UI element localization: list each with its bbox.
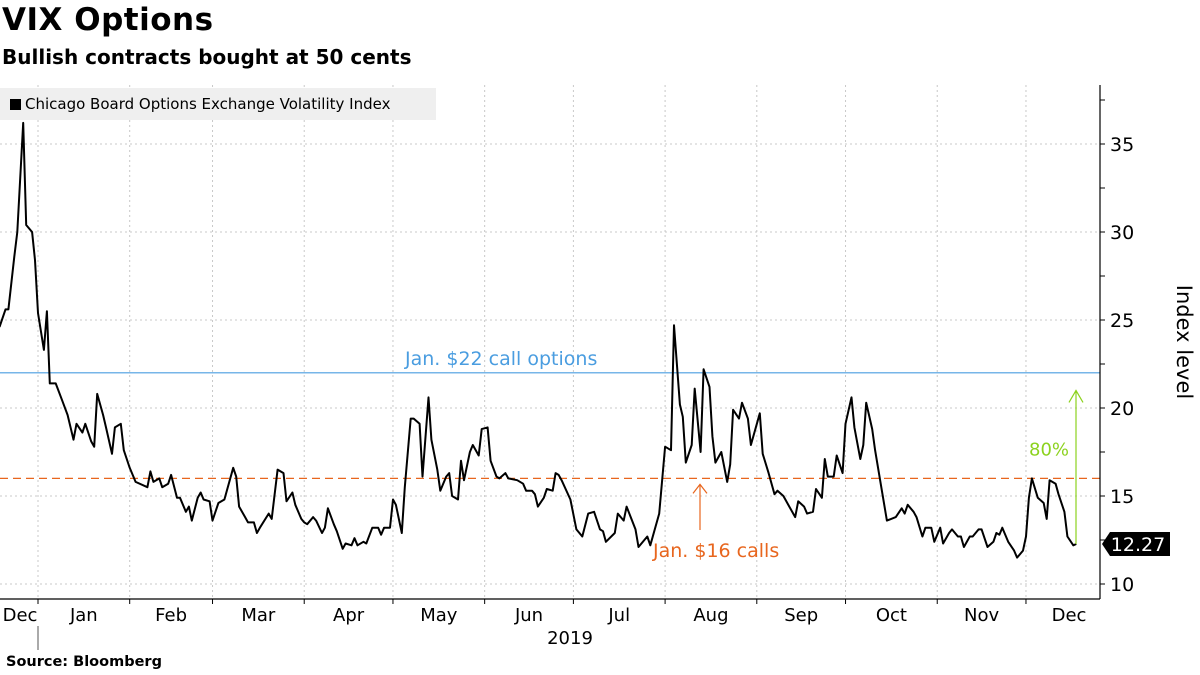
x-tick-label: Mar: [241, 605, 276, 626]
last-value-tag: [1102, 532, 1170, 557]
y-tick-label: 20: [1110, 398, 1134, 420]
x-year-label: 2019: [547, 628, 593, 649]
x-tick-label: Feb: [155, 605, 187, 626]
x-tick-label: Nov: [964, 605, 999, 626]
x-tick-label: Oct: [876, 605, 907, 626]
x-tick-label: Jun: [514, 605, 543, 626]
y-tick-label: 35: [1110, 134, 1134, 156]
pct-label: 80%: [1029, 440, 1069, 461]
x-tick-label: Aug: [693, 605, 728, 626]
chart-subtitle: Bullish contracts bought at 50 cents: [2, 45, 412, 69]
call22-label: Jan. $22 call options: [404, 348, 597, 370]
call16-label: Jan. $16 calls: [652, 540, 779, 562]
x-tick-label: May: [420, 605, 458, 626]
y-tick-label: 25: [1110, 310, 1134, 332]
last-value-label: 12.27: [1111, 534, 1165, 556]
x-tick-label: Dec: [1052, 605, 1087, 626]
vix-series-line: [0, 121, 1077, 559]
x-tick-label: Sep: [784, 605, 818, 626]
legend-swatch: [10, 98, 21, 110]
legend: Chicago Board Options Exchange Volatilit…: [0, 88, 436, 120]
y-tick-label: 15: [1110, 486, 1134, 508]
chart-title: VIX Options: [2, 2, 214, 38]
legend-label: Chicago Board Options Exchange Volatilit…: [25, 95, 391, 113]
x-tick-label: Apr: [333, 605, 365, 626]
call16-arrow-icon: [692, 483, 708, 530]
y-tick-label: 10: [1110, 574, 1134, 596]
x-tick-label: Dec: [3, 605, 38, 626]
y-tick-label: 30: [1110, 222, 1134, 244]
x-tick-label: Jan: [69, 605, 98, 626]
pct-arrow-icon: [1068, 389, 1084, 545]
y-axis-title: Index level: [1172, 285, 1196, 399]
x-tick-label: Jul: [607, 605, 630, 626]
source-note: Source: Bloomberg: [6, 654, 162, 670]
